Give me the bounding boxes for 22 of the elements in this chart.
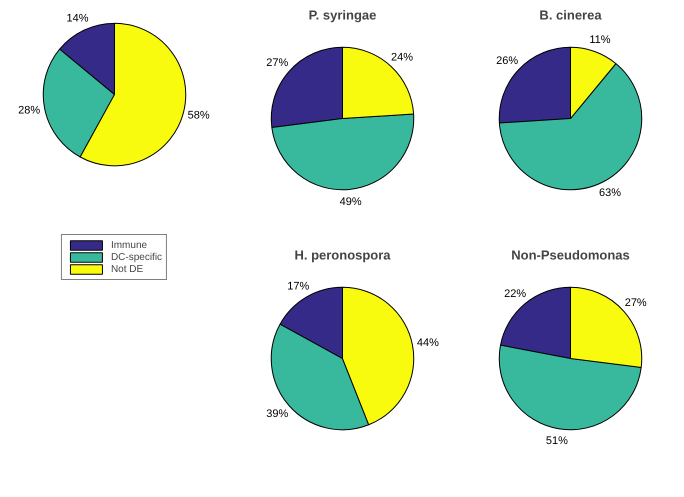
legend-label: Immune (110, 239, 148, 251)
data-label: 49% (340, 196, 362, 208)
chart-title: P. syringae (308, 8, 376, 22)
data-label: 17% (287, 280, 310, 292)
data-label: 24% (390, 52, 414, 64)
chart-title: B. cinerea (539, 8, 602, 22)
data-label: 11% (589, 34, 611, 46)
data-label: 27% (624, 297, 647, 310)
data-label: 28% (18, 104, 40, 116)
legend-label: Not DE (110, 263, 144, 275)
data-label: 14% (66, 12, 89, 24)
data-label: 27% (266, 57, 289, 70)
chart-title: Non-Pseudomonas (511, 248, 630, 262)
data-label: 26% (496, 55, 518, 68)
legend-label: DC-specific (110, 251, 162, 263)
data-label: 44% (416, 336, 440, 349)
data-label: 58% (188, 109, 210, 122)
chart-title: H. peronospora (294, 248, 392, 262)
data-label: 39% (266, 408, 289, 420)
data-label: 63% (598, 187, 622, 200)
data-label: 22% (504, 288, 526, 300)
data-label: 51% (546, 435, 568, 448)
